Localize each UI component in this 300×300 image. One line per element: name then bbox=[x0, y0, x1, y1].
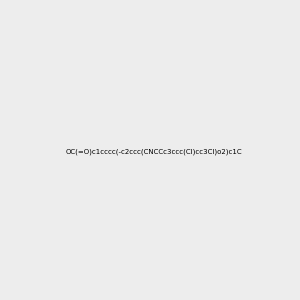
Text: OC(=O)c1cccc(-c2ccc(CNCCc3ccc(Cl)cc3Cl)o2)c1C: OC(=O)c1cccc(-c2ccc(CNCCc3ccc(Cl)cc3Cl)o… bbox=[65, 148, 242, 155]
